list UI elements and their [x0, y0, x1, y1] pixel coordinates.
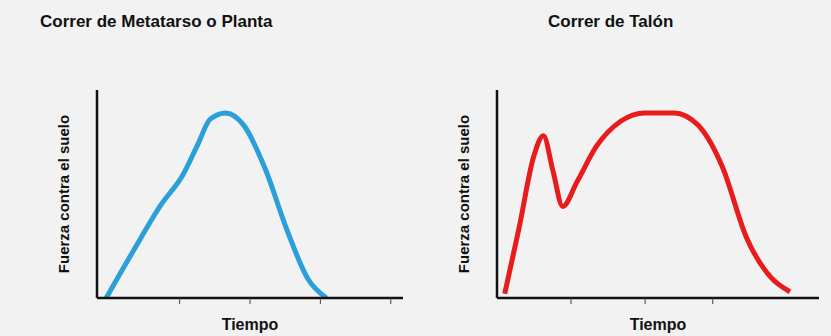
html-text:Correr de Talón: Correr de Talón — [548, 12, 674, 31]
svg-text:Tiempo: Tiempo — [222, 316, 279, 333]
svg-text:Fuerza contra el suelo: Fuerza contra el suelo — [455, 115, 472, 273]
svg-text:Fuerza contra el suelo: Fuerza contra el suelo — [55, 115, 72, 273]
html-text:Correr de Metatarso o Planta: Correr de Metatarso o Planta — [40, 12, 273, 31]
svg-text:Tiempo: Tiempo — [630, 316, 687, 333]
